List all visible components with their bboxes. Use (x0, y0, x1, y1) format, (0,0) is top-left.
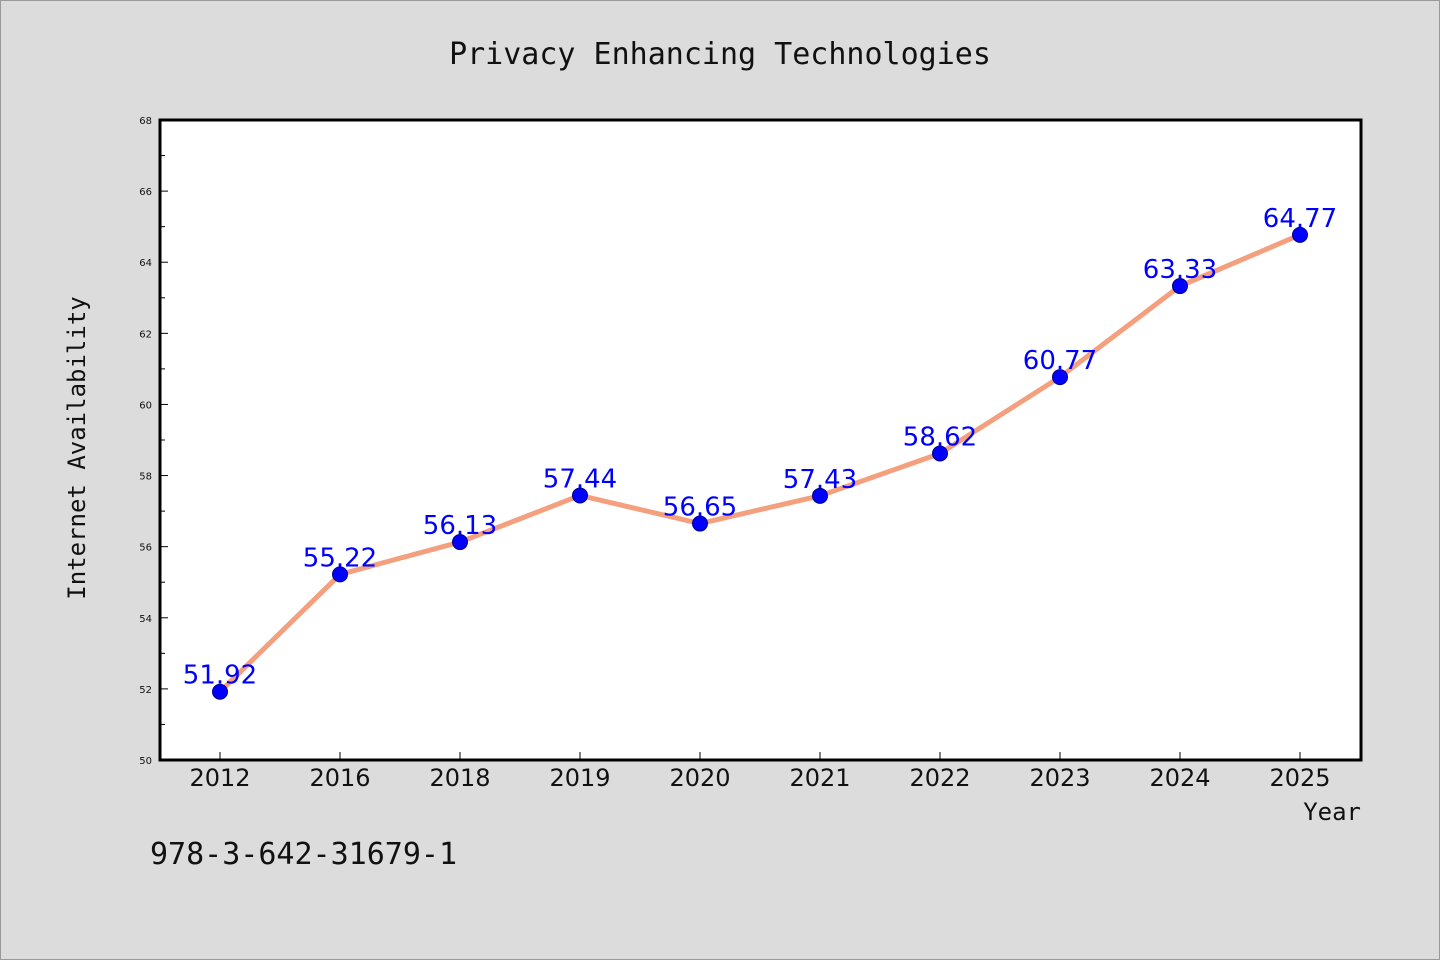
y-axis: 50 52 54 56 58 60 62 64 66 68 (139, 116, 168, 767)
x-axis-label: Year (1303, 798, 1361, 826)
x-axis: 2012 2016 2018 2019 2020 2021 2022 2023 2024 2025 (189, 752, 1331, 792)
x-tick-label: 2019 (549, 764, 610, 792)
y-tick-label: 62 (139, 329, 152, 340)
data-point (692, 515, 708, 532)
x-tick-label: 2021 (789, 764, 850, 792)
data-label: 55.22 (303, 543, 377, 573)
y-tick-label: 50 (139, 756, 152, 767)
plot-area (158, 118, 1363, 762)
y-axis-label: Internet Availability (63, 296, 91, 599)
data-label: 56.65 (663, 493, 737, 523)
y-tick-label: 56 (139, 543, 152, 554)
y-tick-label: 66 (139, 187, 152, 198)
data-points (212, 226, 1308, 700)
isbn-text: 978-3-642-31679-1 (150, 837, 457, 872)
x-tick-label: 2016 (309, 764, 370, 792)
data-point (332, 566, 348, 583)
data-label: 63.33 (1143, 255, 1217, 285)
data-point (1292, 226, 1308, 243)
x-tick-label: 2023 (1029, 764, 1090, 792)
y-tick-label: 64 (139, 258, 152, 269)
x-tick-label: 2012 (189, 764, 250, 792)
chart-title: Privacy Enhancing Technologies (449, 37, 991, 72)
data-label: 60.77 (1023, 346, 1097, 376)
data-point (212, 683, 228, 700)
data-label: 57.43 (783, 465, 857, 495)
data-point (812, 487, 828, 504)
data-point (932, 445, 948, 462)
y-tick-label: 60 (139, 400, 152, 411)
data-point (572, 487, 588, 504)
x-tick-label: 2020 (669, 764, 730, 792)
x-tick-label: 2022 (909, 764, 970, 792)
x-tick-label: 2024 (1149, 764, 1210, 792)
data-label: 56.13 (423, 511, 497, 541)
y-tick-label: 58 (139, 472, 152, 483)
data-point (452, 534, 468, 551)
data-point (1172, 278, 1188, 295)
y-tick-label: 68 (139, 116, 152, 127)
data-label: 57.44 (543, 464, 617, 494)
series-line (217, 232, 1303, 695)
x-tick-label: 2018 (429, 764, 490, 792)
data-label: 51.92 (183, 661, 257, 691)
data-point (1052, 369, 1068, 386)
x-tick-label: 2025 (1269, 764, 1330, 792)
y-tick-label: 52 (139, 685, 152, 696)
data-labels: 51.92 55.22 56.13 57.44 56.65 57.43 58.62 60.77… (183, 204, 1337, 691)
data-label: 58.62 (903, 423, 977, 453)
data-label: 64.77 (1263, 204, 1337, 234)
y-tick-label: 54 (139, 614, 152, 625)
